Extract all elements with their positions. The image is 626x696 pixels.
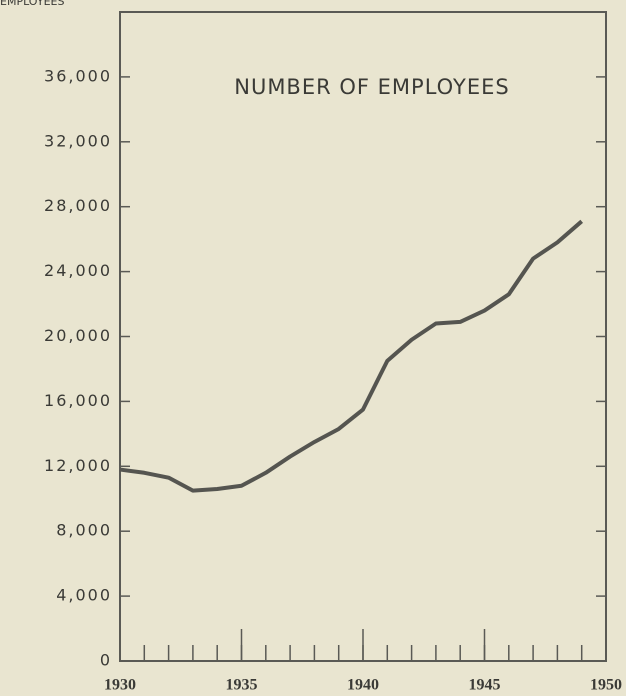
x-tick-label: 1930 bbox=[104, 677, 136, 694]
y-tick-label: 36,000 bbox=[44, 66, 112, 85]
x-tick-label: 1935 bbox=[226, 677, 258, 694]
y-tick-label: 28,000 bbox=[44, 196, 112, 215]
y-tick-label: 4,000 bbox=[56, 586, 112, 605]
y-axis-label: EMPLOYEES bbox=[0, 0, 64, 8]
y-tick-label: 12,000 bbox=[44, 456, 112, 475]
y-tick-label: 32,000 bbox=[44, 131, 112, 150]
x-tick-label: 1950 bbox=[590, 677, 622, 694]
y-tick-label: 8,000 bbox=[56, 521, 112, 540]
y-tick-label: 16,000 bbox=[44, 391, 112, 410]
x-tick-label: 1945 bbox=[469, 677, 501, 694]
x-tick-label: 1940 bbox=[347, 677, 379, 694]
y-tick-label: 24,000 bbox=[44, 261, 112, 280]
y-tick-label: 20,000 bbox=[44, 326, 112, 345]
y-tick-label: 0 bbox=[100, 651, 112, 670]
chart-title: NUMBER OF EMPLOYEES bbox=[234, 75, 510, 99]
data-line bbox=[119, 219, 584, 493]
